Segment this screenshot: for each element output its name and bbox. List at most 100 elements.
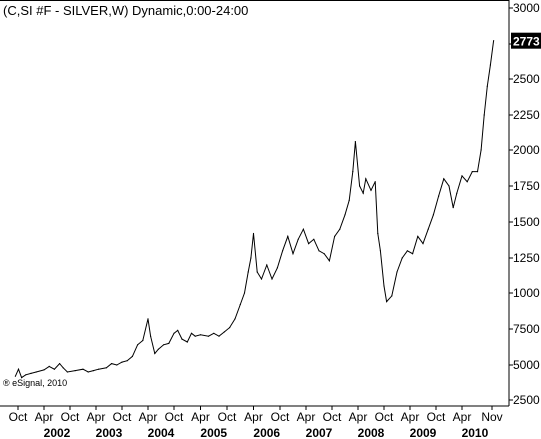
- plot-frame: [0, 0, 510, 407]
- x-tick-label: Apr: [35, 410, 54, 424]
- y-tick-label: 2500: [513, 393, 540, 407]
- data-point-43: [234, 318, 236, 320]
- data-point-83: [412, 253, 414, 255]
- y-tick-label: 3000: [513, 1, 540, 15]
- data-point-64: [334, 235, 336, 237]
- data-point-17: [105, 367, 107, 369]
- last-price-box: [511, 32, 541, 49]
- data-point-55: [287, 235, 289, 237]
- data-point-35: [190, 332, 193, 334]
- data-point-11: [66, 371, 68, 373]
- data-point-38: [207, 335, 210, 337]
- data-point-82: [406, 250, 408, 252]
- data-point-81: [401, 257, 403, 259]
- data-point-33: [181, 338, 183, 340]
- data-point-13: [82, 368, 84, 370]
- data-point-32: [177, 329, 179, 331]
- data-point-92: [456, 192, 458, 194]
- data-point-76: [379, 250, 381, 252]
- data-point-36: [194, 335, 196, 337]
- data-point-46: [247, 271, 249, 273]
- x-tick-label: Oct: [165, 410, 184, 424]
- data-point-84: [417, 235, 419, 237]
- data-point-56: [292, 253, 294, 255]
- y-tick-label: 7500: [513, 322, 540, 336]
- data-point-74: [374, 181, 376, 183]
- data-point-34: [186, 341, 188, 343]
- data-point-101: [493, 40, 495, 42]
- data-point-30: [168, 342, 170, 344]
- data-point-2: [21, 377, 23, 379]
- data-point-16: [98, 368, 100, 370]
- price-series: [14, 40, 495, 379]
- x-tick-label: Apr: [297, 410, 316, 424]
- data-point-58: [302, 228, 304, 230]
- esignal-watermark: ® eSignal, 2010: [3, 378, 67, 388]
- x-tick-label: Oct: [113, 410, 132, 424]
- data-point-6: [43, 369, 45, 371]
- x-tick-label: Apr: [87, 410, 106, 424]
- data-point-68: [352, 171, 354, 173]
- data-point-61: [318, 250, 320, 252]
- data-point-87: [432, 214, 434, 216]
- year-label: 2005: [200, 426, 227, 439]
- data-point-39: [213, 332, 215, 334]
- data-point-3: [25, 374, 27, 376]
- y-tick-label: 1000: [513, 286, 540, 300]
- data-point-37: [199, 334, 202, 336]
- data-point-100: [489, 64, 491, 66]
- year-label: 2004: [148, 426, 175, 439]
- x-tick-label: Apr: [349, 410, 368, 424]
- watermark-text: eSignal, 2010: [12, 378, 67, 388]
- x-axis: Oct Apr Oct Apr Oct Apr Oct Apr Oct Apr Oct Apr Oct A…: [9, 406, 503, 424]
- y-tick-label: 2500: [513, 72, 540, 86]
- data-point-22: [131, 355, 133, 357]
- data-point-45: [243, 292, 246, 294]
- data-point-93: [461, 175, 463, 177]
- data-point-96: [476, 171, 479, 173]
- data-point-78: [386, 301, 388, 303]
- y-tick-label: 1500: [513, 215, 540, 229]
- data-point-48: [252, 232, 255, 235]
- data-point-7: [48, 365, 50, 367]
- y-tick-label: 1250: [513, 251, 540, 265]
- x-tick-label: Oct: [427, 410, 446, 424]
- data-point-66: [344, 214, 346, 216]
- registered-icon: ®: [3, 378, 12, 388]
- x-tick-label: Apr: [244, 410, 263, 424]
- x-tick-label: Nov: [481, 410, 502, 424]
- data-point-98: [483, 114, 485, 116]
- data-point-91: [452, 207, 454, 209]
- x-tick-label: Oct: [61, 410, 80, 424]
- data-point-49: [256, 271, 258, 273]
- series-line-0: [14, 40, 495, 379]
- data-point-44: [239, 303, 241, 306]
- data-point-71: [362, 192, 364, 194]
- data-point-73: [370, 189, 372, 191]
- data-point-90: [448, 185, 450, 187]
- data-point-4: [30, 372, 32, 374]
- data-point-14: [87, 371, 89, 373]
- data-point-24: [142, 339, 144, 342]
- data-point-89: [443, 178, 445, 180]
- data-point-53: [276, 267, 278, 269]
- data-point-47: [250, 257, 252, 259]
- data-point-8: [53, 368, 56, 370]
- data-point-29: [163, 344, 165, 346]
- x-tick-label: Oct: [375, 410, 394, 424]
- data-point-99: [486, 85, 488, 87]
- data-point-1: [17, 368, 20, 370]
- data-point-94: [466, 181, 468, 183]
- data-point-97: [480, 149, 482, 151]
- x-tick-label: Oct: [271, 410, 290, 424]
- data-point-51: [266, 264, 268, 266]
- y-axis: 3000275025002250200017501500125010007500…: [509, 1, 540, 407]
- year-label: 2008: [358, 426, 385, 439]
- data-point-85: [422, 243, 424, 245]
- x-tick-label: Oct: [323, 410, 342, 424]
- data-point-80: [396, 271, 398, 273]
- data-point-79: [391, 295, 393, 297]
- y-tick-label: 2000: [513, 143, 540, 157]
- x-tick-label: Apr: [453, 410, 472, 424]
